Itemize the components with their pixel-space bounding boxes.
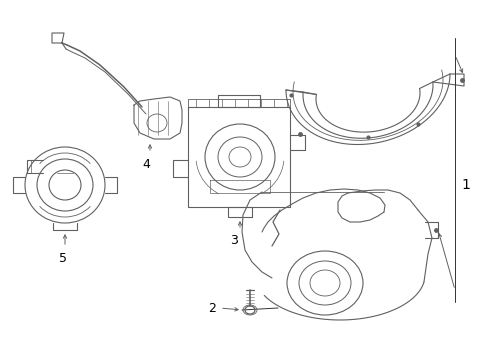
Text: 3: 3 (230, 234, 238, 248)
Text: 2: 2 (208, 302, 216, 315)
Text: 5: 5 (59, 252, 67, 266)
Text: 1: 1 (462, 178, 470, 192)
Text: 4: 4 (142, 158, 150, 171)
